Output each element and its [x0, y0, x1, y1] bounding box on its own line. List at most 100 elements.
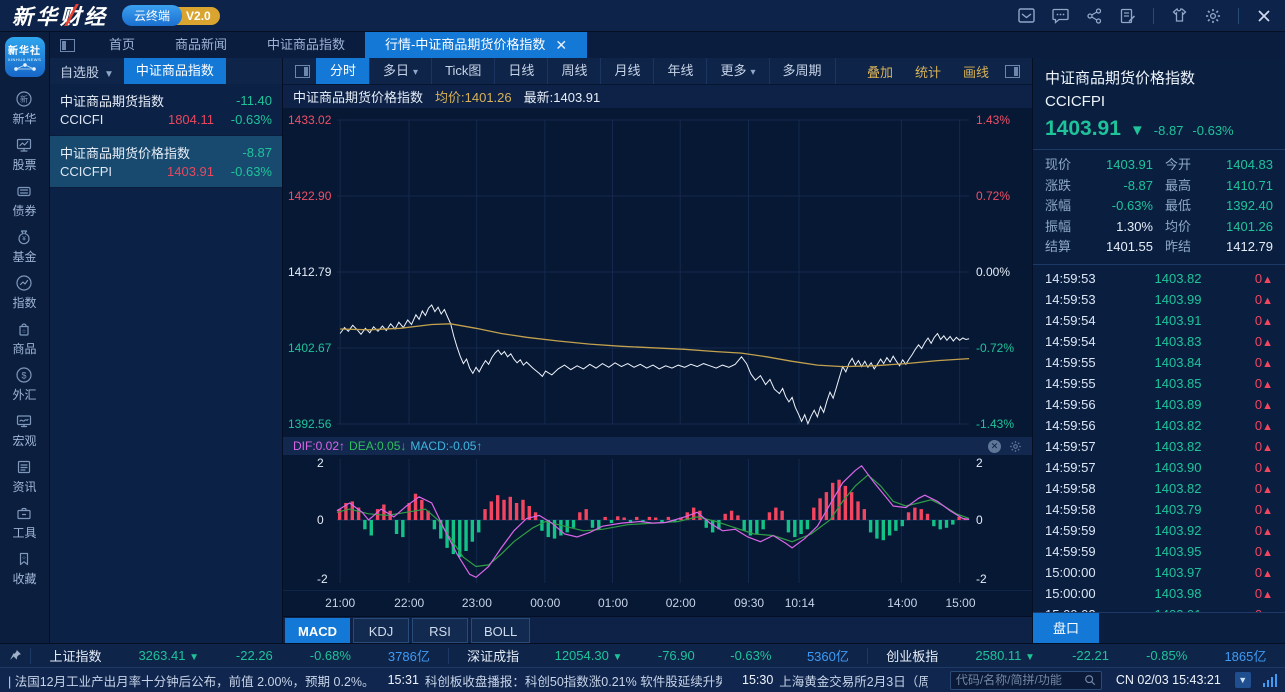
x-axis-label: 01:00 [597, 596, 628, 610]
tick-row: 15:00:021403.910▲ [1045, 604, 1273, 613]
macd-histogram-bar [458, 520, 462, 558]
download-icon[interactable]: ▼ [1234, 672, 1251, 688]
indicator-tab[interactable]: KDJ [353, 617, 409, 643]
news-ticker-item[interactable]: 科创板收盘播报：科创50指数涨0.21% 软件股延续升势 [424, 674, 723, 689]
tick-price: 1403.90 [1154, 459, 1202, 475]
sidebar-item-indices[interactable]: 指数 [12, 274, 37, 311]
index-change: -22.26 [235, 648, 273, 663]
news-ticker-item[interactable]: | 法国12月工业产出月率十分钟后公布，前值 2.00%，预期 0.2%。 [8, 674, 368, 689]
pane-toggle-right-icon[interactable] [1005, 64, 1020, 78]
sidebar-item-bonds[interactable]: 债券 [12, 182, 37, 219]
last-label: 最新: [523, 90, 554, 105]
share-icon[interactable] [1085, 7, 1103, 25]
sidebar-item-xinhua[interactable]: 新 新华 [12, 90, 37, 127]
index-price: 3263.41 [138, 648, 186, 663]
forex-icon: $ [16, 367, 33, 383]
instrument-name: 中证商品期货指数 [60, 94, 165, 109]
indicator-tab[interactable]: BOLL [471, 617, 531, 643]
tick-volume: 0▲ [1254, 480, 1273, 496]
index-shenzhen[interactable]: 深证成指 12054.30 ▼ -76.90 -0.63% 5360亿 [448, 647, 866, 664]
watchlist-dropdown[interactable]: 自选股 ▼ [50, 62, 124, 81]
search-box[interactable] [949, 670, 1102, 690]
close-tab-icon[interactable]: ✕ [555, 37, 568, 53]
indicator-settings-icon[interactable] [1009, 440, 1022, 453]
theme-icon[interactable] [1170, 7, 1188, 25]
sidebar-item-commodities[interactable]: ☆ 商品 [12, 320, 37, 357]
chart-instrument-name: 中证商品期货价格指数 [293, 90, 424, 105]
pin-icon[interactable] [0, 649, 30, 662]
macd-histogram-bar [925, 513, 930, 520]
macd-histogram-bar [837, 479, 841, 520]
period-button[interactable]: 多日 ▾ [369, 58, 431, 84]
layout-toggle-icon[interactable] [60, 38, 75, 52]
period-button[interactable]: 周线 [547, 58, 600, 84]
search-input[interactable] [955, 673, 1084, 687]
index-shanghai[interactable]: 上证指数 3263.41 ▼ -22.26 -0.68% 3786亿 [30, 647, 448, 664]
sidebar-item-forex[interactable]: $ 外汇 [12, 366, 37, 403]
watchlist-row[interactable]: 中证商品期货指数 -11.40 CCICFI 1804.11 -0.63% [50, 84, 282, 136]
nav-tab-active[interactable]: 行情-中证商品期货价格指数 ✕ [365, 32, 588, 58]
tick-list[interactable]: 14:59:53 1403.82 0▲ 14:59:53 1403.99 0▲ 14:59:… [1033, 265, 1285, 613]
period-button[interactable]: 月线 [600, 58, 653, 84]
inbox-icon[interactable] [1017, 7, 1035, 25]
nav-tab[interactable]: 商品新闻 [175, 37, 228, 52]
macd-axis-label: 0 [976, 513, 983, 527]
period-button[interactable]: Tick图 [431, 58, 494, 84]
tick-volume: 0▲ [1254, 270, 1273, 286]
nav-tab[interactable]: 中证商品指数 [267, 37, 346, 52]
sidebar-item-stocks[interactable]: 股票 [12, 136, 37, 173]
period-button[interactable]: 年线 [653, 58, 706, 84]
period-button[interactable]: 更多 ▾ [706, 58, 768, 84]
indicator-tab-active[interactable]: MACD [285, 617, 350, 643]
watchlist-tab-active[interactable]: 中证商品指数 [123, 58, 226, 84]
index-chinext[interactable]: 创业板指 2580.11 ▼ -22.21 -0.85% 1865亿 [866, 647, 1285, 664]
macd-histogram-bar [552, 520, 557, 539]
network-graphic [13, 63, 36, 71]
close-icon[interactable] [1255, 7, 1273, 25]
xinhua-news-logo[interactable]: 新华社 XINHUA NEWS [4, 37, 45, 77]
favorites-icon: ☆ [20, 552, 29, 566]
period-button[interactable]: 多周期 [768, 58, 836, 84]
chat-icon[interactable] [1051, 7, 1069, 25]
stat-value: 1401.26 [1226, 218, 1273, 234]
xinhua-icon: 新 [16, 91, 33, 107]
macd-histogram-bar [654, 517, 658, 520]
y-axis-pct-label: 0.00% [976, 265, 1011, 279]
tick-row: 14:59:55 1403.85 0▲ [1045, 373, 1273, 394]
tick-price: 1403.99 [1154, 291, 1202, 307]
notes-icon[interactable] [1119, 7, 1137, 25]
sidebar-item-label: 宏观 [12, 434, 37, 448]
up-arrow-icon: ▲ [1262, 441, 1273, 454]
period-button-active[interactable]: 分时 [316, 58, 370, 84]
sidebar-item-label: 新华 [12, 112, 37, 126]
macd-histogram-bar [767, 512, 772, 521]
statistics-button[interactable]: 统计 [914, 64, 941, 80]
settings-icon[interactable] [1204, 7, 1222, 25]
overlay-button[interactable]: 叠加 [866, 64, 893, 80]
sidebar: 新华社 XINHUA NEWS 新 新华 股票 债券 ¥ 基金 指数 ☆ 商品 [0, 32, 50, 643]
index-amount: 3786亿 [387, 649, 430, 664]
indicator-tab[interactable]: RSI [412, 617, 468, 643]
dif-line [336, 464, 970, 579]
macd-histogram-bar [394, 520, 399, 534]
period-button[interactable]: 日线 [494, 58, 547, 84]
sidebar-item-funds[interactable]: ¥ 基金 [12, 228, 37, 265]
index-amount: 5360亿 [806, 649, 849, 664]
tick-price: 1403.91 [1154, 312, 1202, 328]
watchlist-row-selected[interactable]: 中证商品期货价格指数 -8.87 CCICFPI 1403.91 -0.63% [50, 136, 282, 188]
sidebar-item-tools[interactable]: 工具 [12, 504, 37, 541]
news-ticker-item[interactable]: 上海黄金交易所2月3日（周 [779, 674, 928, 689]
dea-line [336, 474, 970, 568]
price-chart[interactable]: 1433.02 1422.90 1412.79 1402.67 1392.56 1.43%… [283, 108, 1032, 437]
up-arrow-icon: ▲ [1262, 462, 1273, 475]
nav-tab[interactable]: 首页 [109, 37, 136, 52]
pane-toggle-left-icon[interactable] [295, 64, 310, 78]
draw-line-button[interactable]: 画线 [962, 64, 989, 80]
sidebar-item-favorites[interactable]: ☆ 收藏 [12, 550, 37, 587]
order-book-tab[interactable]: 盘口 [1033, 613, 1099, 643]
sidebar-item-macro[interactable]: 宏观 [12, 412, 37, 449]
sidebar-item-news[interactable]: 资讯 [12, 458, 37, 495]
tick-time: 14:59:55 [1045, 375, 1096, 391]
macd-chart[interactable]: 2 0 -2 2 0 -2 [283, 455, 1032, 590]
close-indicator-icon[interactable]: ✕ [988, 439, 1001, 453]
